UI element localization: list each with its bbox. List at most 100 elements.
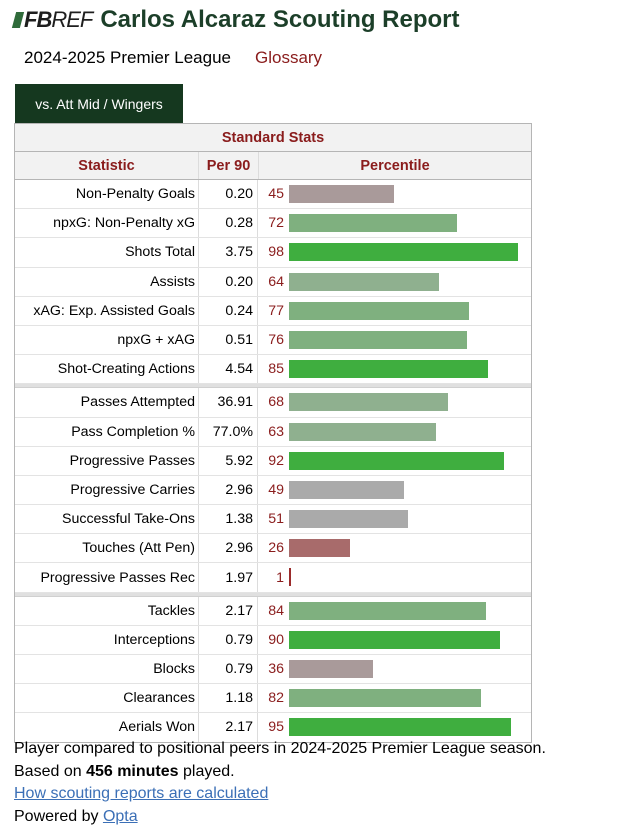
table-row: Progressive Carries 2.96 49 xyxy=(15,475,531,506)
percentile-value: 36 xyxy=(268,661,284,678)
percentile-bar xyxy=(289,360,488,379)
header-percentile[interactable]: Percentile xyxy=(258,152,531,179)
percentile-value: 26 xyxy=(268,540,284,557)
stat-name: Shots Total xyxy=(125,244,195,261)
percentile-bar xyxy=(289,660,373,678)
percentile-bar-track xyxy=(289,601,523,620)
percentile-value: 49 xyxy=(268,481,284,498)
percentile-cell: 63 xyxy=(257,417,530,446)
percentile-bar xyxy=(289,568,291,587)
percentile-bar-track xyxy=(289,718,523,737)
group-separator xyxy=(15,384,531,389)
percentile-value: 77 xyxy=(268,302,284,319)
percentile-cell: 92 xyxy=(257,446,530,475)
per90-value: 0.24 xyxy=(198,296,257,325)
minutes-prefix: Based on xyxy=(14,762,87,780)
per90-value: 5.92 xyxy=(198,446,257,475)
percentile-bar xyxy=(289,718,511,737)
per90-value: 2.17 xyxy=(198,596,257,625)
footer-comparison-note: Player compared to positional peers in 2… xyxy=(14,740,546,757)
per90-value: 36.91 xyxy=(198,388,257,417)
percentile-bar xyxy=(289,272,439,291)
percentile-value: 95 xyxy=(268,719,284,736)
percentile-bar-track xyxy=(289,451,523,470)
stat-name: Aerials Won xyxy=(118,719,195,736)
per90-value: 4.54 xyxy=(198,355,257,384)
table-row: Blocks 0.79 36 xyxy=(15,655,531,685)
percentile-bar-track xyxy=(289,510,523,529)
tab-att-mid-wingers[interactable]: vs. Att Mid / Wingers xyxy=(15,84,183,124)
percentile-cell: 90 xyxy=(257,625,530,654)
percentile-bar-track xyxy=(289,689,523,708)
table-body: Non-Penalty Goals 0.20 45 npxG: Non-Penalty… xyxy=(15,180,531,742)
per90-value: 2.96 xyxy=(198,534,257,563)
stat-name: Tackles xyxy=(147,602,195,619)
footer: Player compared to positional peers in 2… xyxy=(14,738,546,828)
opta-link[interactable]: Opta xyxy=(102,807,138,825)
percentile-bar xyxy=(289,630,500,649)
table-row: npxG + xAG 0.51 76 xyxy=(15,325,531,356)
per90-value: 2.96 xyxy=(198,475,257,505)
percentile-cell: 64 xyxy=(257,267,530,296)
stat-name: Non-Penalty Goals xyxy=(75,186,195,203)
percentile-value: 82 xyxy=(268,690,284,707)
stat-name: Successful Take-Ons xyxy=(62,511,195,528)
percentile-cell: 72 xyxy=(257,209,530,238)
percentile-cell: 84 xyxy=(257,596,530,625)
table-row: Interceptions 0.79 90 xyxy=(15,625,531,655)
percentile-bar-track xyxy=(289,330,523,349)
table-row: Progressive Passes 5.92 92 xyxy=(15,446,531,476)
calculation-link[interactable]: How scouting reports are calculated xyxy=(14,785,269,802)
percentile-cell: 1 xyxy=(257,563,530,592)
table-row: Clearances 1.18 82 xyxy=(15,684,531,714)
header-per90[interactable]: Per 90 xyxy=(198,152,258,179)
minutes-value: 456 minutes xyxy=(86,762,179,780)
percentile-bar xyxy=(289,510,408,529)
percentile-cell: 76 xyxy=(257,325,530,355)
percentile-bar-track xyxy=(289,393,523,412)
percentile-bar xyxy=(289,393,448,412)
percentile-cell: 26 xyxy=(257,534,530,563)
logo-ref-text: REF xyxy=(51,7,93,32)
percentile-cell: 85 xyxy=(257,355,530,384)
percentile-value: 1 xyxy=(276,569,284,586)
percentile-bar xyxy=(289,185,394,203)
per90-value: 0.51 xyxy=(198,325,257,355)
percentile-bar-track xyxy=(289,272,523,291)
percentile-bar xyxy=(289,601,486,620)
percentile-value: 72 xyxy=(268,215,284,232)
percentile-bar-track xyxy=(289,214,523,233)
table-row: Aerials Won 2.17 95 xyxy=(15,713,531,742)
per90-value: 1.97 xyxy=(198,563,257,592)
table-row: Shots Total 3.75 98 xyxy=(15,238,531,268)
percentile-bar-track xyxy=(289,660,523,678)
stat-name: Passes Attempted xyxy=(80,394,195,411)
fbref-logo[interactable]: FB REF xyxy=(11,7,93,33)
page-header: FB REF Carlos Alcaraz Scouting Report xyxy=(11,4,460,36)
group-separator xyxy=(15,592,531,597)
header-statistic[interactable]: Statistic xyxy=(78,157,135,174)
percentile-value: 64 xyxy=(268,273,284,290)
table-row: npxG: Non-Penalty xG 0.28 72 xyxy=(15,209,531,239)
scouting-table: Standard Stats Statistic Per 90 Percenti… xyxy=(14,123,532,743)
page-title: Carlos Alcaraz Scouting Report xyxy=(100,6,460,33)
per90-value: 0.79 xyxy=(198,625,257,654)
table-row: Assists 0.20 64 xyxy=(15,267,531,297)
percentile-cell: 51 xyxy=(257,505,530,534)
percentile-value: 68 xyxy=(268,394,284,411)
stat-name: Touches (Att Pen) xyxy=(82,540,195,557)
percentile-bar-track xyxy=(289,301,523,320)
glossary-link[interactable]: Glossary xyxy=(254,48,323,67)
percentile-value: 84 xyxy=(268,602,284,619)
logo-fb-text: FB xyxy=(24,7,52,32)
percentile-value: 85 xyxy=(268,361,284,378)
table-row: Touches (Att Pen) 2.96 26 xyxy=(15,534,531,564)
per90-value: 77.0% xyxy=(198,417,257,446)
percentile-value: 63 xyxy=(268,423,284,440)
table-row: Shot-Creating Actions 4.54 85 xyxy=(15,355,531,385)
per90-value: 0.20 xyxy=(198,180,257,209)
percentile-bar xyxy=(289,539,350,558)
percentile-cell: 95 xyxy=(257,713,530,742)
per90-value: 2.17 xyxy=(198,713,257,742)
percentile-value: 98 xyxy=(268,244,284,261)
